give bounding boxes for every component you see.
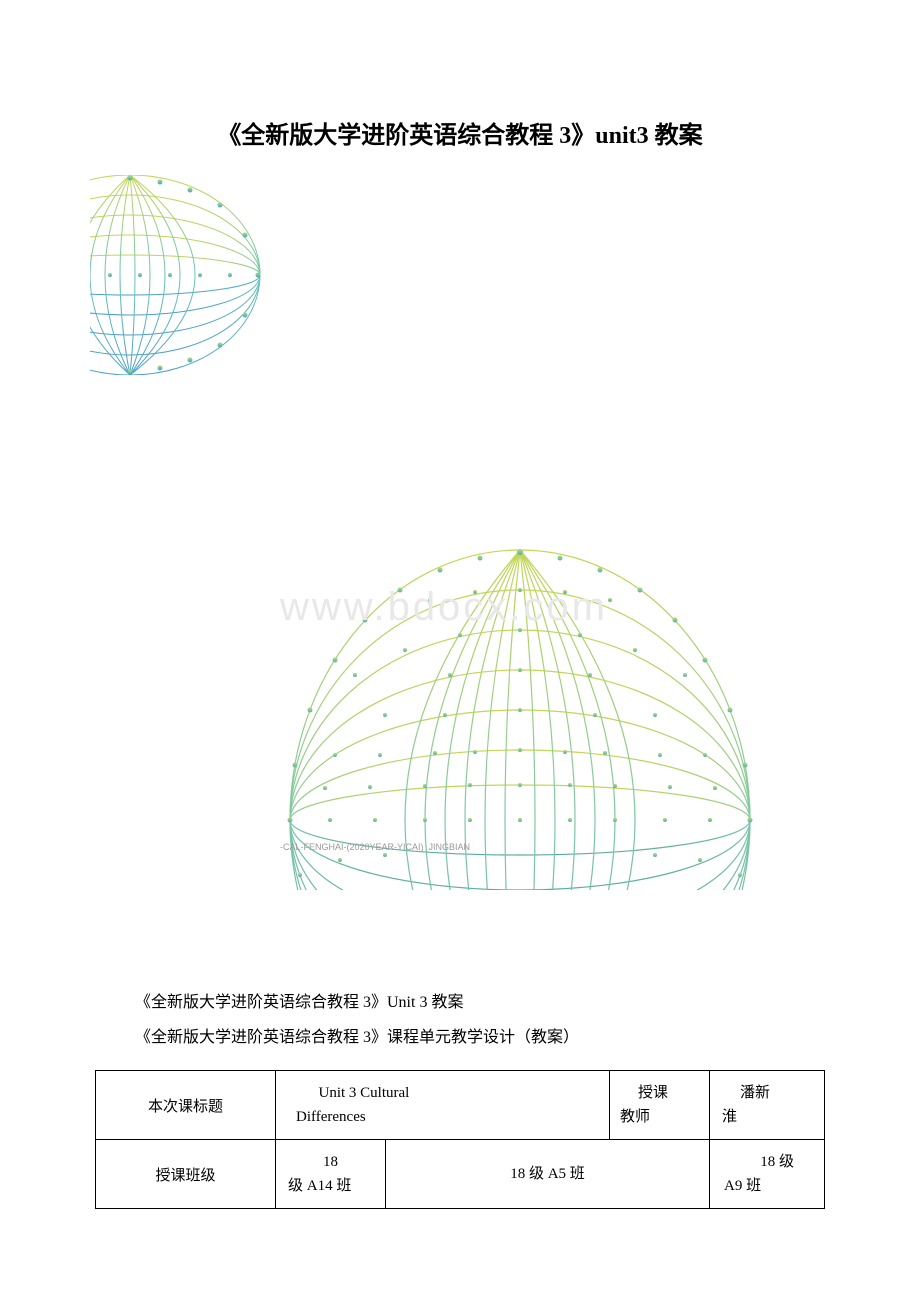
teacher-label-cell: 授课 教师: [610, 1071, 710, 1140]
unit-title-line2: Differences: [296, 1105, 601, 1129]
class-3-cell: 18 级 A9 班: [710, 1140, 825, 1209]
page-title: 《全新版大学进阶英语综合教程 3》unit3 教案: [0, 0, 920, 150]
class-3-line1: 18 级: [718, 1150, 816, 1174]
class-2-cell: 18 级 A5 班: [386, 1140, 710, 1209]
unit-title-cell: Unit 3 Cultural Differences: [276, 1071, 610, 1140]
table-row: 授课班级 18 级 A14 班 18 级 A5 班 18 级 A9 班: [96, 1140, 825, 1209]
class-3-line2: A9 班: [718, 1174, 816, 1198]
teacher-label-line1: 授课: [638, 1081, 701, 1105]
globe-wireframe-top: [90, 175, 290, 375]
teacher-name-line2: 淮: [722, 1105, 816, 1129]
body-line-1: 《全新版大学进阶英语综合教程 3》Unit 3 教案: [135, 985, 579, 1020]
course-title-label: 本次课标题: [96, 1071, 276, 1140]
class-1-line1: 18: [284, 1150, 377, 1174]
body-text: 《全新版大学进阶英语综合教程 3》Unit 3 教案 《全新版大学进阶英语综合教…: [135, 985, 579, 1055]
body-line-2: 《全新版大学进阶英语综合教程 3》课程单元教学设计（教案）: [135, 1020, 579, 1055]
watermark: www.bdocx.com: [280, 585, 608, 630]
teacher-label-line2: 教师: [620, 1105, 701, 1129]
lesson-plan-table: 本次课标题 Unit 3 Cultural Differences 授课 教师 …: [95, 1070, 825, 1209]
class-label: 授课班级: [96, 1140, 276, 1209]
unit-title-line1: Unit 3 Cultural: [296, 1081, 601, 1105]
teacher-name-cell: 潘新 淮: [710, 1071, 825, 1140]
footer-small-text: -CAL-FENGHAI-(2020YEAR-YICAI)_JINGBIAN: [280, 842, 470, 852]
class-1-cell: 18 级 A14 班: [276, 1140, 386, 1209]
table-row: 本次课标题 Unit 3 Cultural Differences 授课 教师 …: [96, 1071, 825, 1140]
teacher-name-line1: 潘新: [740, 1081, 816, 1105]
class-1-line2: 级 A14 班: [284, 1174, 377, 1198]
